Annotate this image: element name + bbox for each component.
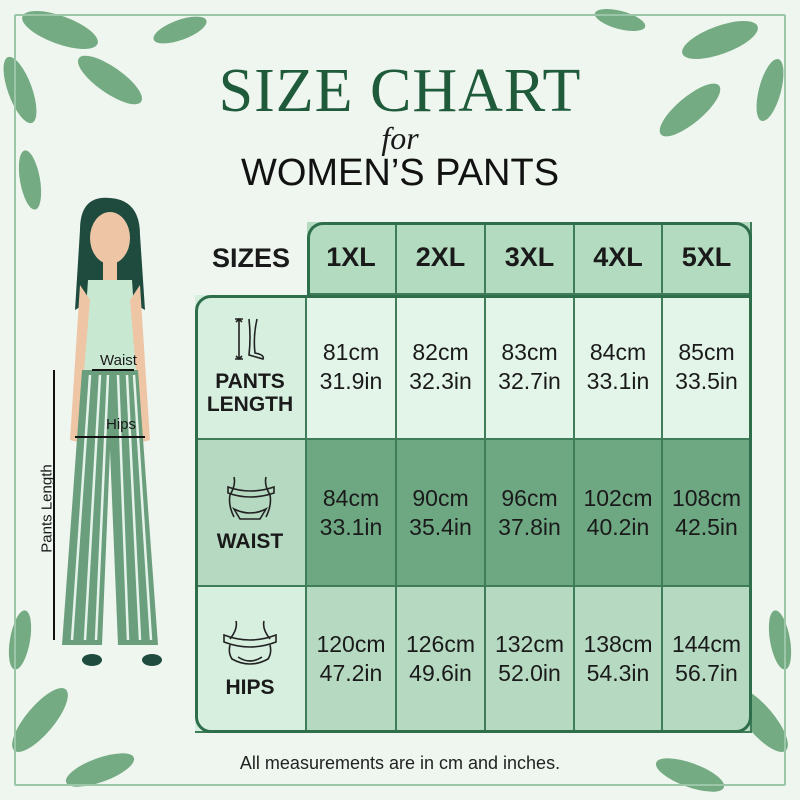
pants-length-label: Pants Length [38,464,56,553]
size-header-3XL: 3XL [486,222,575,295]
hips-tape-icon [220,619,280,676]
cell-text: 1XL [326,242,376,272]
table-cell: 90cm 35.4in [397,440,486,587]
table-cell: 126cm 49.6in [397,587,486,733]
table-cell: 120cm 47.2in [307,587,397,733]
cell-text: 33.5in [675,367,738,394]
cell-text: 81cm [322,338,380,365]
cell-text: 52.0in [498,660,561,686]
table-cell: 81cm 31.9in [307,295,397,440]
hips-label: Hips [106,416,137,433]
waist-tape-icon [220,473,280,530]
cell-text: 40.2in [586,513,650,540]
woman-figure-illustration [53,197,162,666]
cell-text: 32.7in [498,367,561,394]
row-label-hips: HIPS [195,587,307,733]
cell-text: 90cm [412,484,469,511]
cell-text: 56.7in [675,660,738,686]
cell-text: 84cm [589,338,647,365]
cell-text: 84cm [322,484,380,511]
cell-text: 42.5in [675,513,738,540]
cell-text: 54.3in [586,660,650,686]
sizes-header: SIZES [211,243,291,273]
cell-text: 144cm [671,631,742,657]
cell-text: 108cm [671,484,742,511]
page-subtitle: WOMEN’S PANTS [240,152,560,194]
cell-text: PANTS [215,370,285,393]
title-for: for [381,120,419,156]
cell-text: 33.1in [319,513,383,540]
table-cell: 138cm 54.3in [575,587,663,733]
cell-text: LENGTH [206,393,294,416]
table-cell: 102cm 40.2in [575,440,663,587]
row-label-waist: WAIST [195,440,307,587]
cell-text: 85cm [678,338,735,365]
cell-text: 83cm [501,338,558,365]
cell-text: 5XL [681,242,732,272]
size-header-5XL: 5XL [663,222,752,295]
leg-length-icon [233,317,267,370]
cell-text: 132cm [494,631,565,657]
cell-text: 96cm [501,484,558,511]
table-cell: 132cm 52.0in [486,587,575,733]
cell-text: 2XL [415,242,466,272]
cell-text: 32.3in [409,367,472,394]
table-cell: 84cm 33.1in [575,295,663,440]
cell-text: 120cm [316,631,386,657]
cell-text: 4XL [593,242,643,272]
waist-label: Waist [100,352,137,369]
table-cell: 144cm 56.7in [663,587,752,733]
cell-text: 138cm [583,631,653,657]
cell-text: 47.2in [319,660,383,686]
cell-text: 37.8in [498,513,561,540]
cell-text: 82cm [412,338,469,365]
cell-text: 33.1in [586,367,650,394]
size-header-2XL: 2XL [397,222,486,295]
cell-text: 35.4in [409,513,472,540]
row-label-pants: PANTS LENGTH [195,295,307,440]
cell-text: WAIST [216,529,284,553]
table-cell: 85cm 33.5in [663,295,752,440]
size-header-1XL: 1XL [307,222,397,295]
cell-text: 102cm [583,484,653,511]
cell-text: 49.6in [409,660,472,686]
cell-text: 3XL [504,242,555,272]
footer-note: All measurements are in cm and inches. [239,753,561,773]
page-title: SIZE CHART [218,57,582,125]
page-frame [14,14,786,786]
table-cell: 108cm 42.5in [663,440,752,587]
table-cell: 84cm 33.1in [307,440,397,587]
table-cell: 83cm 32.7in [486,295,575,440]
cell-text: 31.9in [319,367,383,394]
size-header-4XL: 4XL [575,222,663,295]
cell-text: 126cm [405,631,476,657]
cell-text: HIPS [225,676,275,699]
table-cell: 96cm 37.8in [486,440,575,587]
table-cell: 82cm 32.3in [397,295,486,440]
